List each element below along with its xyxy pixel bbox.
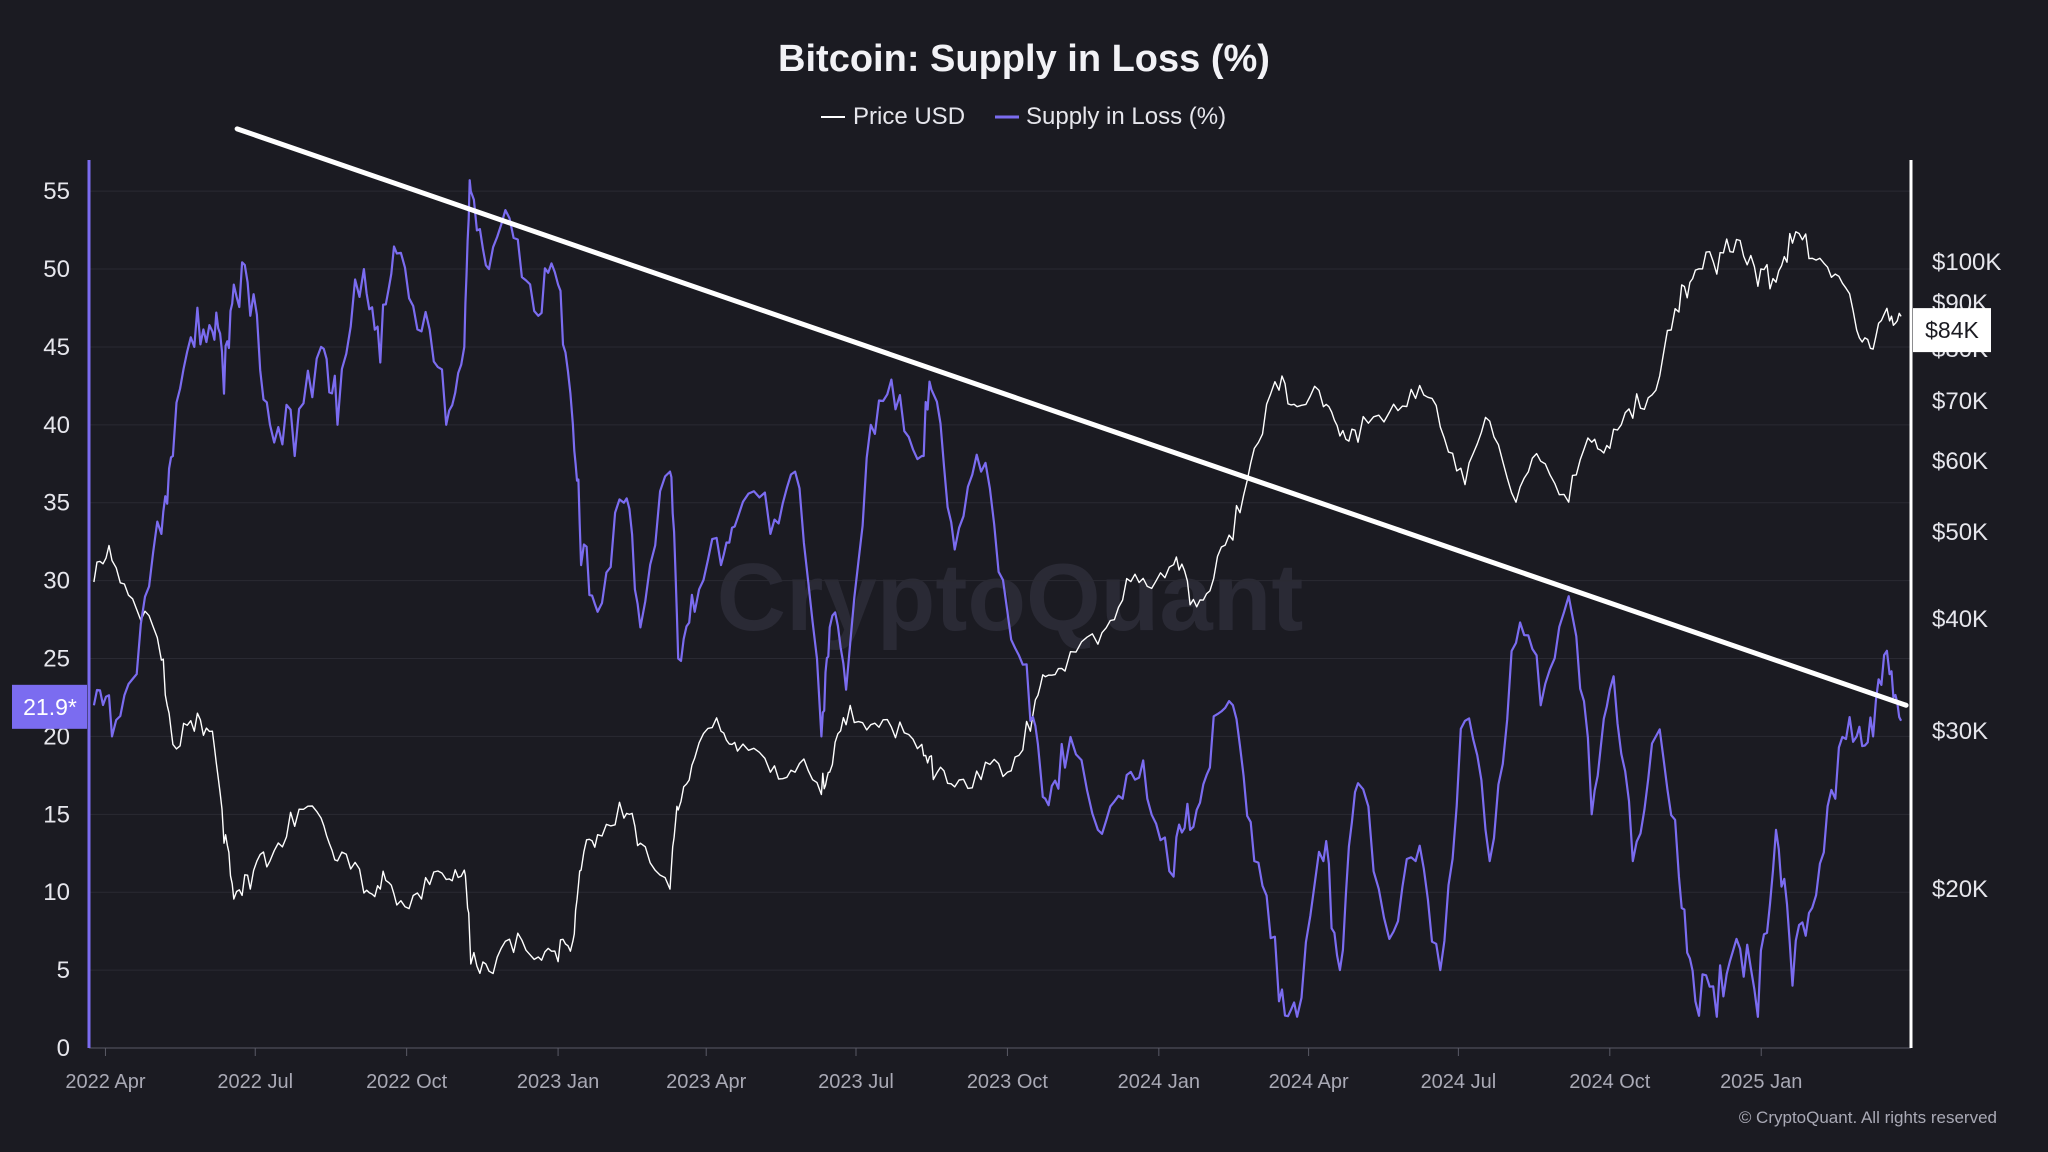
- y-right-tick-label: $60K: [1932, 448, 1988, 475]
- y-left-tick-label: 30: [43, 568, 70, 595]
- series-line-price-usd: [93, 231, 1902, 975]
- series-layer: [92, 179, 1903, 1018]
- x-tick-label: 2023 Jan: [517, 1071, 599, 1093]
- y-left-tick-label: 55: [43, 178, 70, 205]
- y-left-tick-label: 40: [43, 412, 70, 439]
- x-tick-label: 2024 Jul: [1421, 1071, 1497, 1093]
- x-tick-label: 2022 Apr: [65, 1071, 145, 1093]
- y-right-tick-label: $100K: [1932, 249, 2001, 276]
- legend: Price USD Supply in Loss (%): [821, 103, 1226, 130]
- gridlines: [89, 190, 1911, 971]
- x-tick-label: 2023 Jul: [818, 1071, 894, 1093]
- y-right-tick-label: $40K: [1932, 606, 1988, 633]
- legend-label-supply: Supply in Loss (%): [1026, 103, 1226, 130]
- y-left-tick-label: 25: [43, 646, 70, 673]
- y-left-tick-label: 5: [57, 957, 70, 984]
- y-right-tick-label: $20K: [1932, 876, 1988, 903]
- x-tick-label: 2023 Oct: [967, 1071, 1049, 1093]
- x-tick-label: 2024 Apr: [1269, 1071, 1349, 1093]
- y-left-tick-label: 10: [43, 879, 70, 906]
- y-left-tick-label: 50: [43, 256, 70, 283]
- y-right-tick-label: $50K: [1932, 519, 1988, 546]
- footer-copyright: © CryptoQuant. All rights reserved: [1739, 1108, 1997, 1127]
- y-left-tick-label: 35: [43, 490, 70, 517]
- trendline: [234, 126, 1909, 708]
- y-left-tick-label: 15: [43, 801, 70, 828]
- right-value-badge-label: $84K: [1925, 317, 1979, 343]
- right-value-badge: [1913, 308, 1991, 353]
- y-left-tick-label: 45: [43, 334, 70, 361]
- x-tick-label: 2023 Apr: [666, 1071, 746, 1093]
- x-tick-label: 2024 Oct: [1569, 1071, 1651, 1093]
- left-value-badge: [12, 684, 87, 729]
- x-tick-label: 2022 Oct: [366, 1071, 448, 1093]
- y-left-tick-label: 0: [57, 1035, 70, 1062]
- chart-title: Bitcoin: Supply in Loss (%): [778, 38, 1270, 80]
- trendline-layer: [234, 126, 1909, 708]
- axes: 0510152025303540455055$20K$30K$40K$50K$6…: [43, 160, 2001, 1093]
- left-value-badge-label: 21.9*: [23, 694, 77, 720]
- x-tick-label: 2022 Jul: [217, 1071, 293, 1093]
- x-tick-label: 2025 Jan: [1720, 1071, 1802, 1093]
- series-line-supply-in-loss: [92, 179, 1903, 1018]
- value-badges: 21.9* $84K: [12, 308, 1991, 729]
- x-tick-label: 2024 Jan: [1118, 1071, 1200, 1093]
- y-right-tick-label: $70K: [1932, 388, 1988, 415]
- legend-label-price: Price USD: [853, 103, 965, 130]
- y-right-tick-label: $30K: [1932, 718, 1988, 745]
